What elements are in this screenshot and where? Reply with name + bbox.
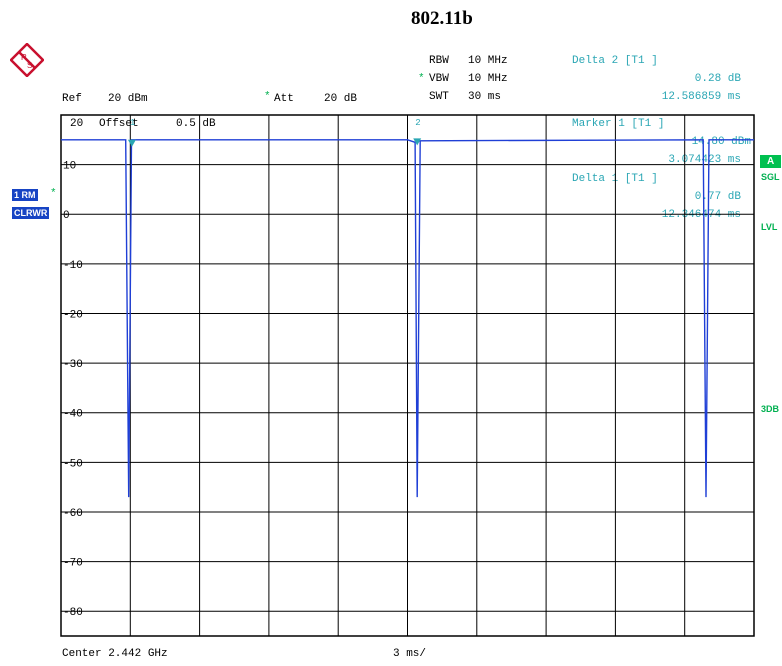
marker1-time: 3.074423 ms xyxy=(668,154,741,166)
delta1-time: 12.346474 ms xyxy=(661,209,741,221)
3db-indicator: 3DB xyxy=(761,404,780,414)
y-tick-label: -20 xyxy=(63,309,83,321)
y-tick-label: -40 xyxy=(63,409,83,421)
marker-2-label: 2 xyxy=(415,118,420,128)
time-per-division: 3 ms/ xyxy=(393,648,427,660)
vbw-star: * xyxy=(418,73,425,85)
marker1-level: 14.80 dBm xyxy=(691,136,751,148)
y-tick-label: -60 xyxy=(63,508,83,520)
lvl-indicator: LVL xyxy=(761,222,778,232)
y-tick-label: -30 xyxy=(63,359,83,371)
center-frequency: Center 2.442 GHz xyxy=(62,648,168,660)
marker-2-symbol xyxy=(413,138,422,146)
delta2-title: Delta 2 [T1 ] xyxy=(572,55,658,67)
y-tick-labels: 10 0 -10 -20 -30 -40 -50 -60 -70 -80 xyxy=(63,161,83,620)
rbw-value: 10 MHz xyxy=(468,55,508,67)
y-tick-label: -80 xyxy=(63,607,83,619)
vbw-value: 10 MHz xyxy=(468,73,508,85)
offset-prefix: 20 xyxy=(70,118,84,130)
clrwr-badge: CLRWR xyxy=(12,207,50,219)
a-badge: A xyxy=(760,155,782,168)
trace-badge: 1 RM xyxy=(12,189,38,201)
sgl-indicator: SGL xyxy=(761,172,780,182)
y-tick-label: -50 xyxy=(63,458,83,470)
delta2-time: 12.586859 ms xyxy=(661,91,741,103)
trace-line xyxy=(61,139,754,498)
att-value: 20 dB xyxy=(324,93,358,105)
y-tick-label: 0 xyxy=(63,210,70,222)
chart-title: 802.11b xyxy=(411,8,473,29)
svg-text:R: R xyxy=(21,53,27,62)
grid-lines xyxy=(60,114,755,637)
att-label: Att xyxy=(274,93,294,105)
vbw-label: VBW xyxy=(429,73,449,85)
marker-1-label: 1 xyxy=(130,118,135,128)
marker1-title: Marker 1 [T1 ] xyxy=(572,118,665,130)
y-tick-label: -70 xyxy=(63,558,83,570)
ref-label: Ref xyxy=(62,93,82,105)
rs-logo-icon: R S xyxy=(10,43,44,77)
y-tick-label: -10 xyxy=(63,260,83,272)
delta2-level: 0.28 dB xyxy=(694,73,741,85)
trace-series xyxy=(61,139,754,498)
y-tick-label: 10 xyxy=(63,161,76,173)
offset-label: Offset xyxy=(99,118,139,130)
att-star: * xyxy=(264,91,271,103)
swt-value: 30 ms xyxy=(468,91,502,103)
marker-1-symbol xyxy=(127,139,136,147)
swt-label: SWT xyxy=(429,91,449,103)
trace-star: * xyxy=(50,188,57,200)
rbw-label: RBW xyxy=(429,55,449,67)
offset-value: 0.5 dB xyxy=(176,118,216,130)
ref-value: 20 dBm xyxy=(108,93,148,105)
svg-text:S: S xyxy=(27,61,32,70)
